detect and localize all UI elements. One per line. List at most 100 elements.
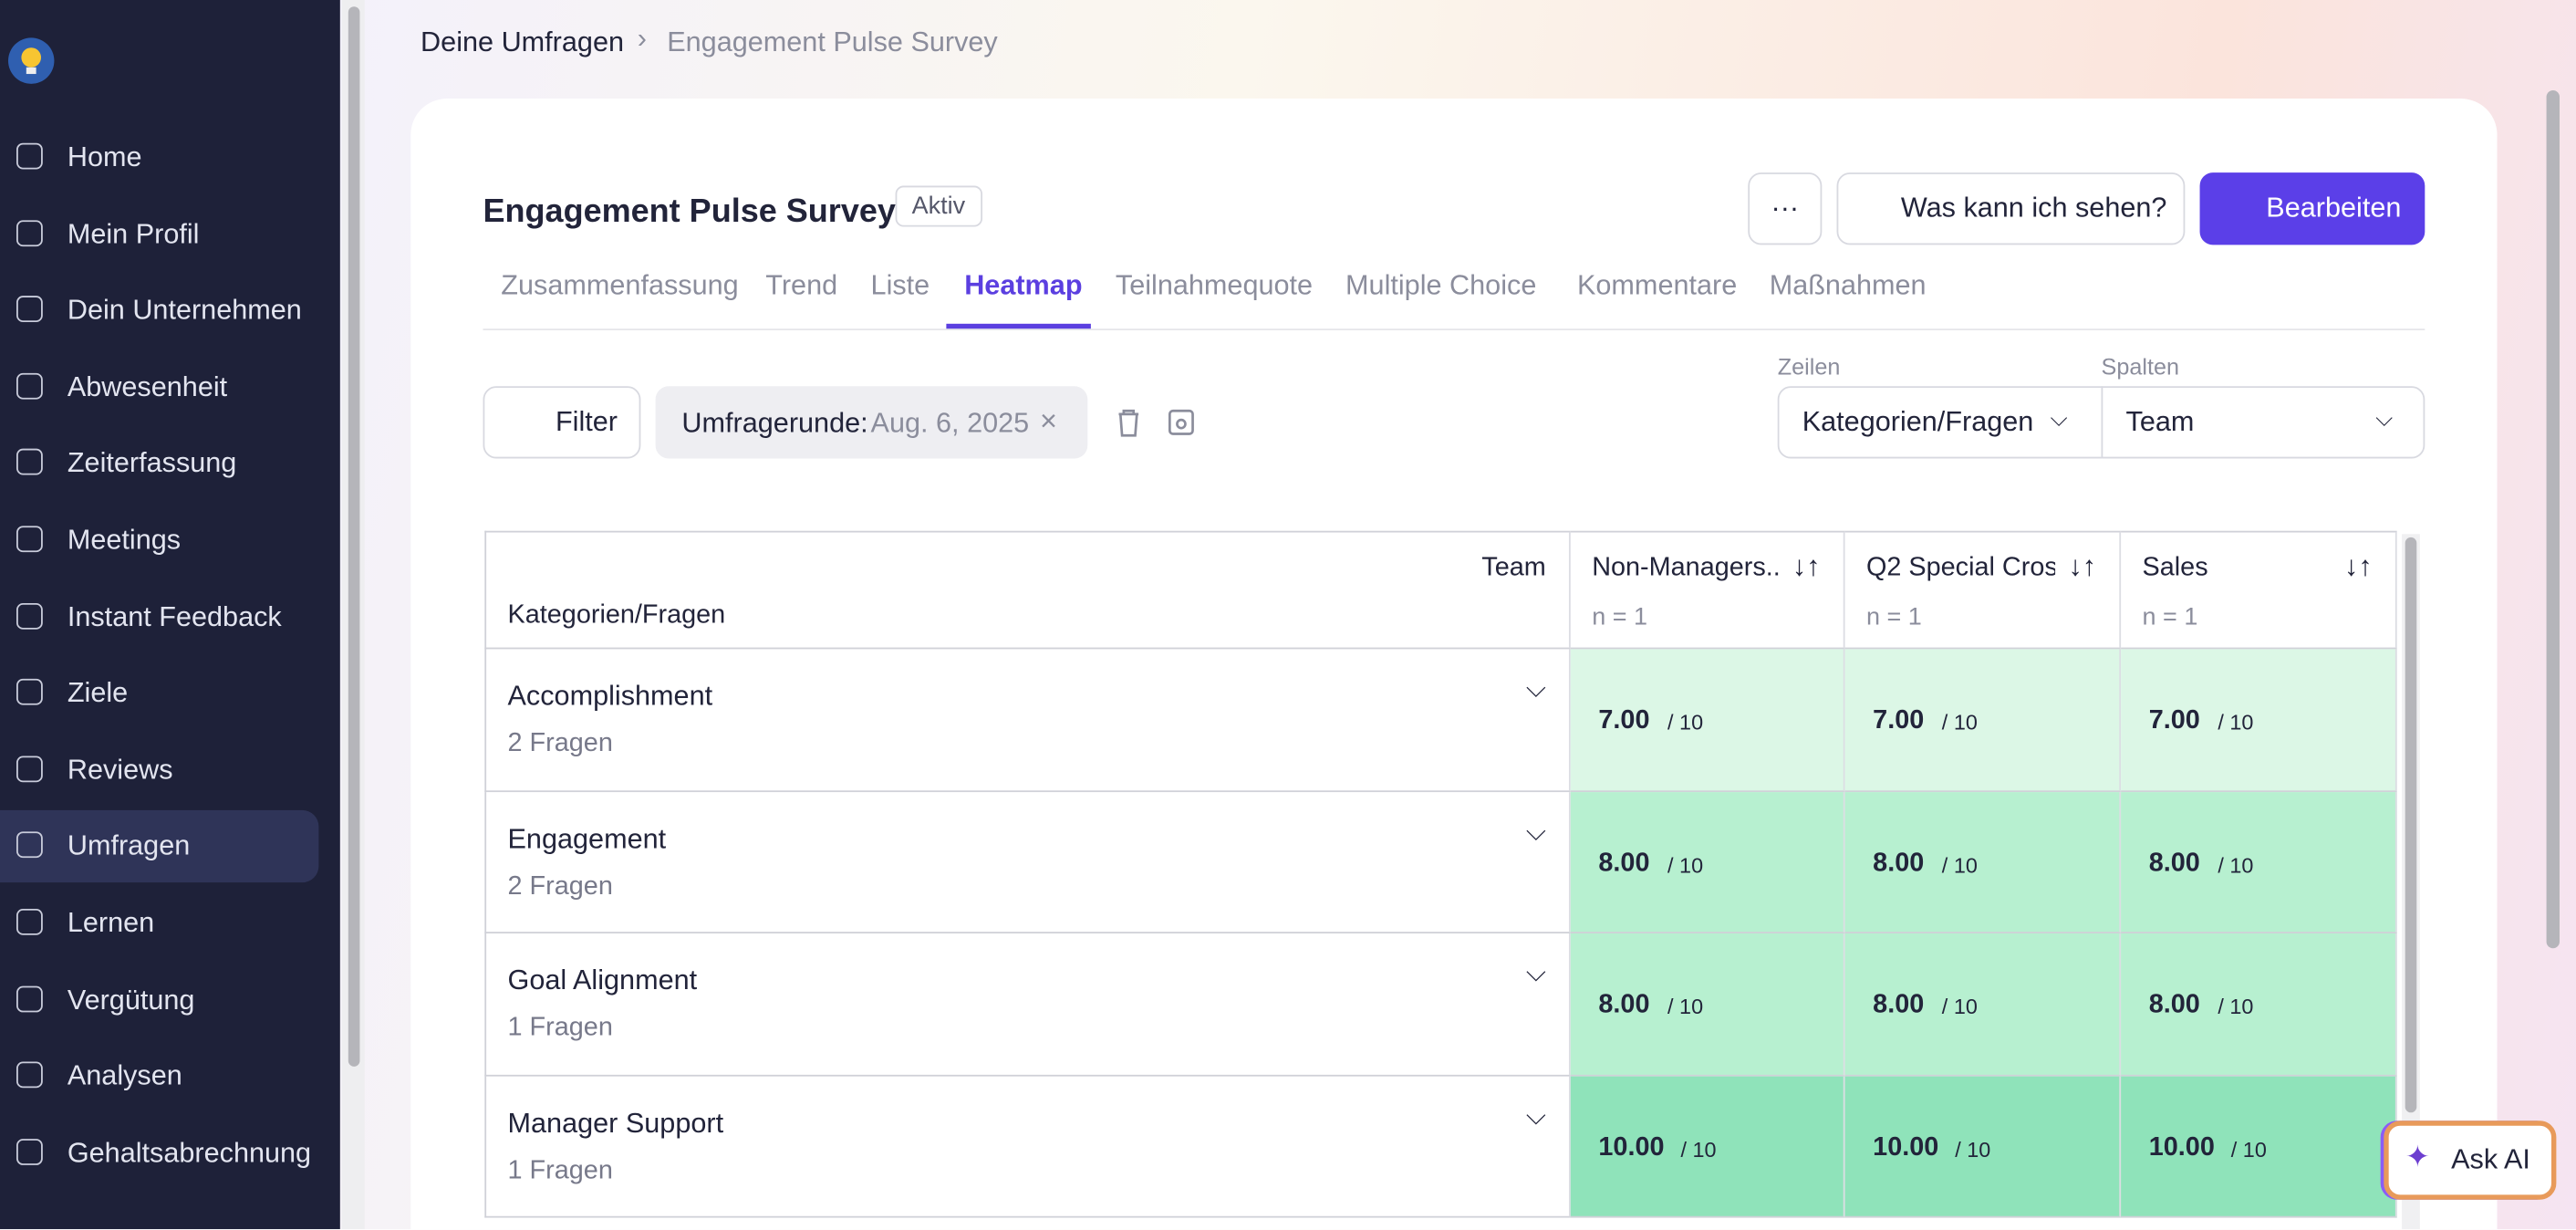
score-scale: / 10 [1667,710,1704,735]
score-scale: / 10 [1667,851,1704,878]
corner-top: Team [1481,553,1546,582]
expand-icon: ⌵ [1525,818,1546,846]
score: 8.00 [1873,991,1925,1019]
nav-item[interactable]: Zeiterfassung [0,428,318,500]
header-cell[interactable]: Q2 Special Cross... ↓↑ n = 1 [1844,530,2122,650]
nav-label: Gehaltsabrechnung [67,1136,312,1169]
breadcrumb-sep: › [637,23,648,55]
tab[interactable]: Multiple Choice [1345,269,1537,301]
filter-button[interactable]: Filter [483,386,641,459]
nav-item[interactable]: Mein Profil [0,198,318,270]
score-scale: / 10 [1941,851,1978,878]
nav-item[interactable]: Meetings [0,505,318,577]
score: 7.00 [2148,706,2200,735]
score: 8.00 [1873,849,1925,878]
nav-item[interactable]: Analysen [0,1040,318,1112]
row-header[interactable]: Goal Alignment 1 Fragen ⌵ [484,933,1571,1077]
score-scale: / 10 [1941,994,1978,1019]
expand-icon: ⌵ [1525,1102,1546,1131]
tab[interactable]: Heatmap [964,269,1083,301]
heat-cell: 8.00 / 10 [1844,791,2122,934]
tab-underline [946,323,1091,329]
column-n: n = 1 [1865,602,1922,631]
nav-item[interactable]: Ziele [0,658,318,730]
nav-label: Instant Feedback [67,600,282,632]
score: 10.00 [1598,1133,1665,1162]
nav-item[interactable]: Gehaltsabrechnung [0,1117,318,1189]
nav-label: Lernen [67,907,155,939]
expand-icon: ⌵ [1525,960,1546,988]
nav-label: Zeiterfassung [67,447,237,479]
row-name: Accomplishment [507,680,713,712]
breadcrumb-link[interactable]: Deine Umfragen [421,26,624,58]
chevron: ⌵ [2375,404,2394,431]
score: 8.00 [1598,849,1650,878]
sidebar: Home Mein Profil Dein Unternehmen Abwesenhe… [0,0,340,1230]
tab[interactable]: Maßnahmen [1769,269,1927,301]
row-name: Goal Alignment [507,964,698,996]
nav-item[interactable]: Home [0,121,318,193]
nav-label: Vergütung [67,984,195,1016]
tab[interactable]: Liste [870,269,930,301]
column-name: Sales [2142,553,2208,582]
score: 8.00 [1598,991,1650,1019]
nav-label: Reviews [67,754,173,786]
sort-icon: ↓↑ [2068,550,2097,582]
row-header[interactable]: Engagement 2 Fragen ⌵ [484,791,1571,934]
nav-item[interactable]: Abwesenheit [0,351,318,423]
score-scale: / 10 [1667,994,1704,1019]
nav-label: Dein Unternehmen [67,294,302,326]
save-icon[interactable] [1165,406,1198,439]
header-cell[interactable]: Sales ↓↑ n = 1 [2121,530,2397,650]
info-button[interactable]: Was kann ich sehen? [1836,172,2186,245]
score-scale: / 10 [2218,710,2254,735]
tab-rule [483,328,2425,331]
filter-chip[interactable]: Umfragerunde: Aug. 6, 2025 × [655,386,1088,459]
nav-item[interactable]: Umfragen [0,810,319,883]
nav-item[interactable]: Dein Unternehmen [0,275,318,347]
logo [8,37,55,84]
more-button[interactable]: ··· [1748,172,1823,245]
rows-label: Zeilen [1777,353,1841,380]
score-scale: / 10 [2218,851,2254,878]
heat-cell: 8.00 / 10 [1844,933,2122,1077]
row-header[interactable]: Accomplishment 2 Fragen ⌵ [484,649,1571,792]
heat-cell: 7.00 / 10 [1844,649,2122,792]
score: 8.00 [2148,849,2200,878]
heat-cell: 8.00 / 10 [1570,933,1845,1077]
score: 7.00 [1873,706,1925,735]
nav-item[interactable]: Reviews [0,735,318,807]
score: 8.00 [2148,991,2200,1019]
nav-label: Home [67,141,142,173]
cols-label: Spalten [2101,353,2180,380]
ask-ai-icon: ✦ [2405,1140,2430,1173]
row-header[interactable]: Manager Support 1 Fragen ⌵ [484,1076,1571,1219]
cols-select[interactable]: Team [2101,386,2425,459]
nav-label: Mein Profil [67,217,200,250]
tab[interactable]: Kommentare [1576,269,1738,301]
tab[interactable]: Teilnahmequote [1115,269,1314,301]
nav-item[interactable]: Lernen [0,888,318,960]
nav-label: Meetings [67,524,182,556]
score-scale: / 10 [1941,710,1978,735]
nav-item[interactable]: Vergütung [0,964,318,1036]
rows-select[interactable]: Kategorien/Fragen [1777,386,2103,459]
score-scale: / 10 [2218,994,2254,1019]
header-cell[interactable]: Non-Managers... ↓↑ n = 1 [1570,530,1845,650]
delete-icon[interactable] [1114,406,1143,439]
heat-cell: 7.00 / 10 [2121,649,2397,792]
tab[interactable]: Trend [765,269,838,301]
tab[interactable]: Zusammenfassung [501,269,739,301]
ask-ai-button[interactable]: Ask AI [2384,1121,2557,1200]
chip-label: Umfragerunde: [681,407,868,439]
nav-item[interactable]: Instant Feedback [0,581,318,653]
chip-value: Aug. 6, 2025 [870,407,1030,439]
heat-cell: 8.00 / 10 [1570,791,1845,934]
header-cell: Team Kategorien/Fragen [484,530,1571,650]
row-name: Manager Support [507,1107,724,1139]
edit-button[interactable]: Bearbeiten [2199,172,2425,245]
row-count: 2 Fragen [507,729,613,758]
heat-cell: 8.00 / 10 [2121,933,2397,1077]
